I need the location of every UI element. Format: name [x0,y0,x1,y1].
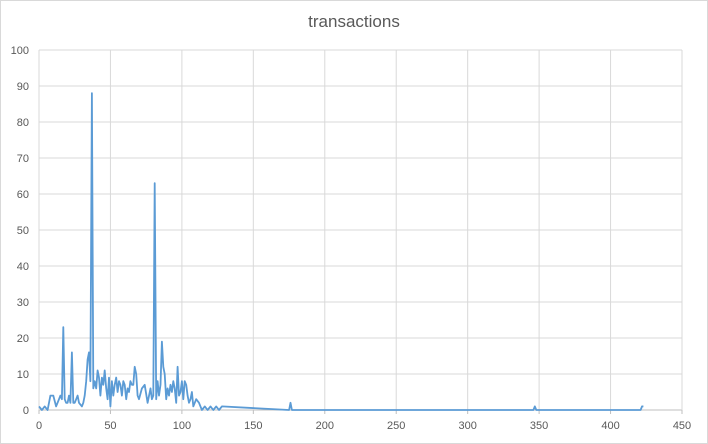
y-axis-tick-labels: 0 10 20 30 40 50 60 70 80 90 100 [11,45,29,417]
x-tick-label: 100 [173,420,191,432]
y-tick-label: 0 [23,405,29,417]
y-tick-label: 40 [17,261,29,273]
x-axis-tick-labels: 0 50 100 150 200 250 300 350 400 450 [36,420,691,432]
y-tick-label: 70 [17,153,29,165]
y-tick-label: 90 [17,81,29,93]
chart-title: transactions [308,12,400,31]
gridlines [38,49,683,414]
y-tick-label: 80 [17,117,29,129]
y-tick-label: 100 [11,45,29,57]
series-line-1 [38,92,644,411]
x-tick-label: 50 [104,420,116,432]
x-tick-label: 400 [601,420,619,432]
x-tick-label: 150 [244,420,262,432]
y-tick-label: 60 [17,189,29,201]
y-tick-label: 10 [17,369,29,381]
x-tick-label: 250 [387,420,405,432]
y-tick-label: 50 [17,225,29,237]
x-tick-label: 350 [530,420,548,432]
x-tick-label: 0 [36,420,42,432]
x-tick-label: 300 [458,420,476,432]
x-tick-label: 200 [316,420,334,432]
x-tick-label: 450 [673,420,691,432]
y-tick-label: 30 [17,297,29,309]
series-layer [38,92,644,411]
y-tick-label: 20 [17,333,29,345]
